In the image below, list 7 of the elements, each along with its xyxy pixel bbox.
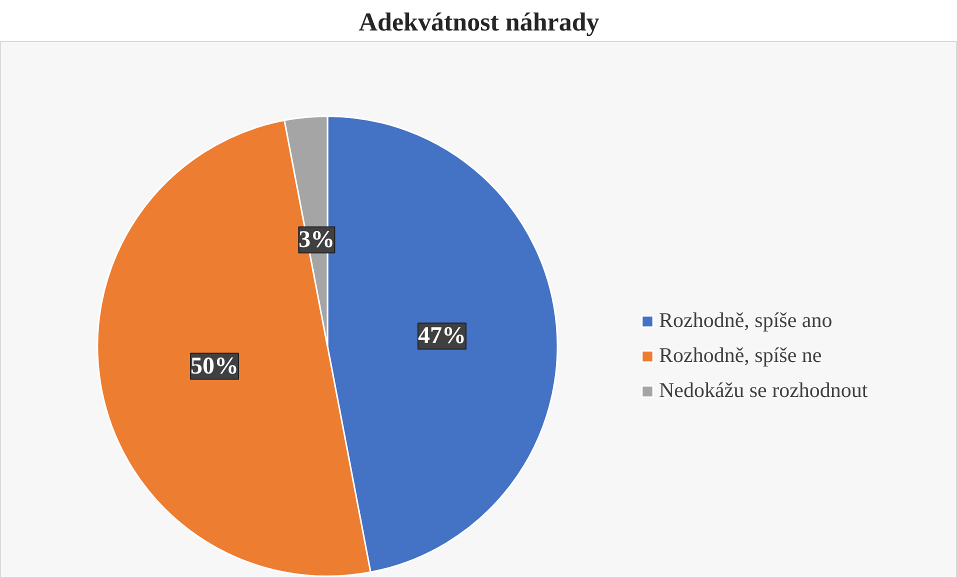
data-label: 50% [190, 353, 239, 380]
legend-label: Rozhodně, spíše ano [659, 308, 832, 333]
chart-title: Adekvátnost náhrady [358, 8, 600, 36]
legend-label: Rozhodně, spíše ne [659, 343, 822, 368]
data-label: 3% [298, 226, 335, 253]
data-label: 47% [418, 323, 466, 350]
legend-label: Nedokážu se rozhodnout [659, 378, 868, 403]
